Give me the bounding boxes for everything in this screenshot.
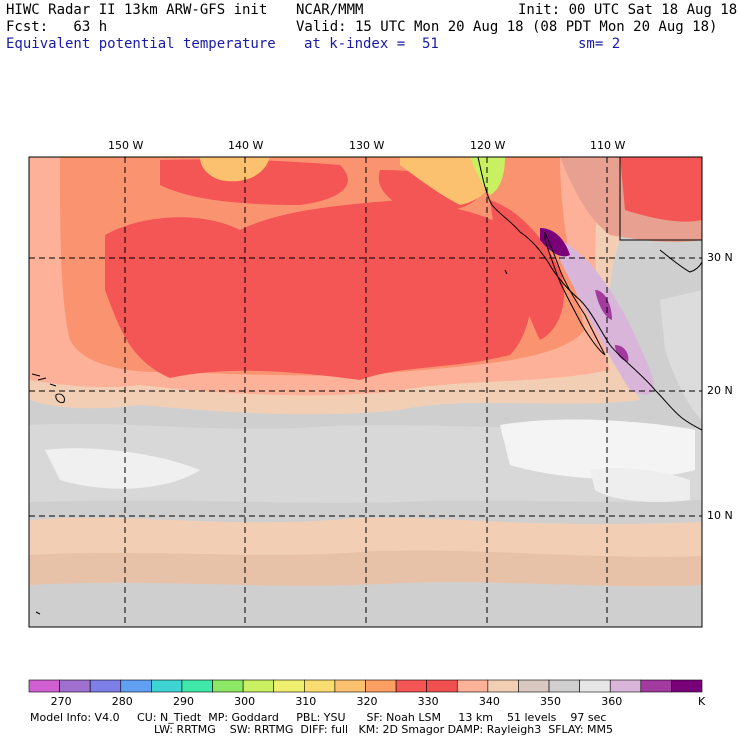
institution-label: NCAR/MMM [296, 2, 364, 18]
colorbar-swatch [59, 679, 91, 693]
smoothing-value: sm= 2 [578, 36, 621, 52]
colorbar-swatch [609, 679, 642, 693]
colorbar-swatch [242, 679, 275, 693]
lon-label-120w: 120 W [470, 139, 506, 152]
colorbar-swatch [304, 679, 336, 693]
colorbar-swatch [334, 679, 366, 693]
colorbar-tick-label: 280 [111, 695, 133, 708]
colorbar-swatch [181, 679, 213, 693]
lon-label-130w: 130 W [349, 139, 385, 152]
valid-time: Valid: 15 UTC Mon 20 Aug 18 (08 PDT Mon … [296, 19, 718, 35]
field-name: Equivalent potential temperature [6, 36, 276, 52]
colorbar-tick-label: 300 [234, 695, 256, 708]
colorbar-swatch [89, 679, 122, 693]
colorbar-tick-label: 310 [295, 695, 317, 708]
colorbar-tick-label: 360 [601, 695, 623, 708]
lat-label-30n: 30 N [707, 251, 733, 264]
lat-label-20n: 20 N [707, 384, 733, 397]
forecast-hour: Fcst: 63 h [6, 19, 108, 35]
colorbar-tick-label: 270 [50, 695, 72, 708]
level-index: at k-index = 51 [304, 36, 439, 52]
lon-label-110w: 110 W [590, 139, 626, 152]
colorbar-swatch [487, 679, 519, 693]
coastlines [31, 157, 702, 615]
colorbar-swatch [456, 679, 489, 693]
lon-label-140w: 140 W [228, 139, 264, 152]
colorbar [28, 679, 703, 693]
colorbar-swatch [151, 679, 183, 693]
colorbar-unit: K [698, 695, 706, 708]
colorbar-swatch [426, 679, 458, 693]
colorbar-swatch [579, 679, 611, 693]
colorbar-swatch [640, 679, 672, 693]
map-frame [28, 156, 703, 628]
colorbar-swatch [518, 679, 550, 693]
graticule [29, 157, 702, 627]
colorbar-tick-label: 290 [172, 695, 194, 708]
model-info-line1: Model Info: V4.0 CU: N_Tiedt MP: Goddard… [30, 711, 607, 724]
colorbar-swatch [395, 679, 427, 693]
colorbar-tick-label: 320 [356, 695, 378, 708]
colorbar-swatch [28, 679, 60, 693]
model-info-line2: LW: RRTMG SW: RRTMG DIFF: full KM: 2D Sm… [154, 723, 614, 736]
colorbar-tick-label: 330 [417, 695, 439, 708]
colorbar-swatch [212, 679, 244, 693]
lat-label-10n: 10 N [707, 509, 733, 522]
colorbar-tick-label: 340 [478, 695, 500, 708]
colorbar-swatch [671, 679, 703, 693]
init-time: Init: 00 UTC Sat 18 Aug 18 [518, 2, 738, 18]
colorbar-swatch [365, 679, 397, 693]
model-title: HIWC Radar II 13km ARW-GFS init [6, 2, 268, 18]
colorbar-swatch [120, 679, 152, 693]
colorbar-swatch [273, 679, 305, 693]
colorbar-tick-label: 350 [540, 695, 562, 708]
colorbar-swatch [548, 679, 580, 693]
lon-label-150w: 150 W [108, 139, 144, 152]
